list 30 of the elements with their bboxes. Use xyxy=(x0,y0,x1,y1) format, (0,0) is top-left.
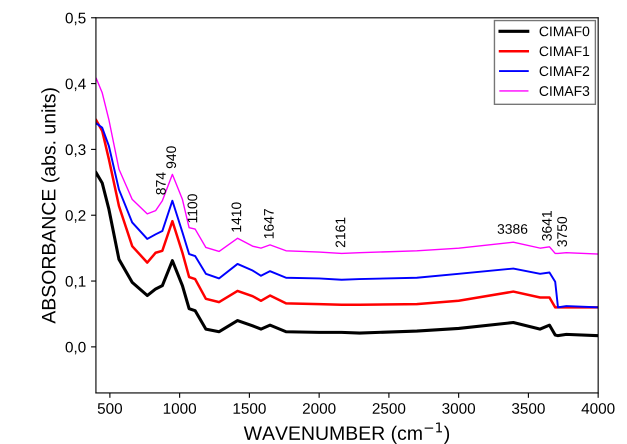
x-tick-label: 1000 xyxy=(164,403,196,414)
legend-label: CIMAF3 xyxy=(540,86,590,96)
x-tick-label: 3000 xyxy=(442,403,476,414)
x-tick-label: 2500 xyxy=(372,403,406,414)
annotation: 1100 xyxy=(187,194,198,222)
y-tick-label: 0,4 xyxy=(66,78,86,92)
x-tick-label: 4000 xyxy=(582,403,615,414)
x-tick-label: 500 xyxy=(98,403,122,414)
annotation: 1410 xyxy=(231,202,242,232)
y-tick-label: 0,3 xyxy=(66,144,86,157)
legend-label: CIMAF1 xyxy=(540,46,590,56)
y-tick-label: 0,5 xyxy=(66,12,86,26)
y-axis-title: ABSORBANCE (abs. units) xyxy=(41,88,60,324)
line-series xyxy=(96,76,598,255)
annotation: 3386 xyxy=(498,224,528,234)
legend-label: CIMAF0 xyxy=(540,26,590,36)
annotation: 2161 xyxy=(335,218,346,248)
x-tick-label: 2000 xyxy=(302,403,336,414)
legend-label: CIMAF2 xyxy=(540,66,590,76)
annotation: 3641 xyxy=(542,211,552,241)
y-tick-label: 0,0 xyxy=(66,342,86,354)
y-tick-label: 0,1 xyxy=(66,276,86,289)
x-tick-label: 3500 xyxy=(512,403,545,414)
annotation: 3750 xyxy=(557,216,568,247)
y-tick-label: 0,2 xyxy=(66,210,86,223)
annotation: 874 xyxy=(156,172,166,195)
x-axis-title: WAVENUMBER (cm$^{−1}$) xyxy=(244,422,450,444)
annotation: 940 xyxy=(166,146,176,168)
x-tick-label: 1500 xyxy=(234,403,266,414)
annotation: 1647 xyxy=(264,209,274,238)
